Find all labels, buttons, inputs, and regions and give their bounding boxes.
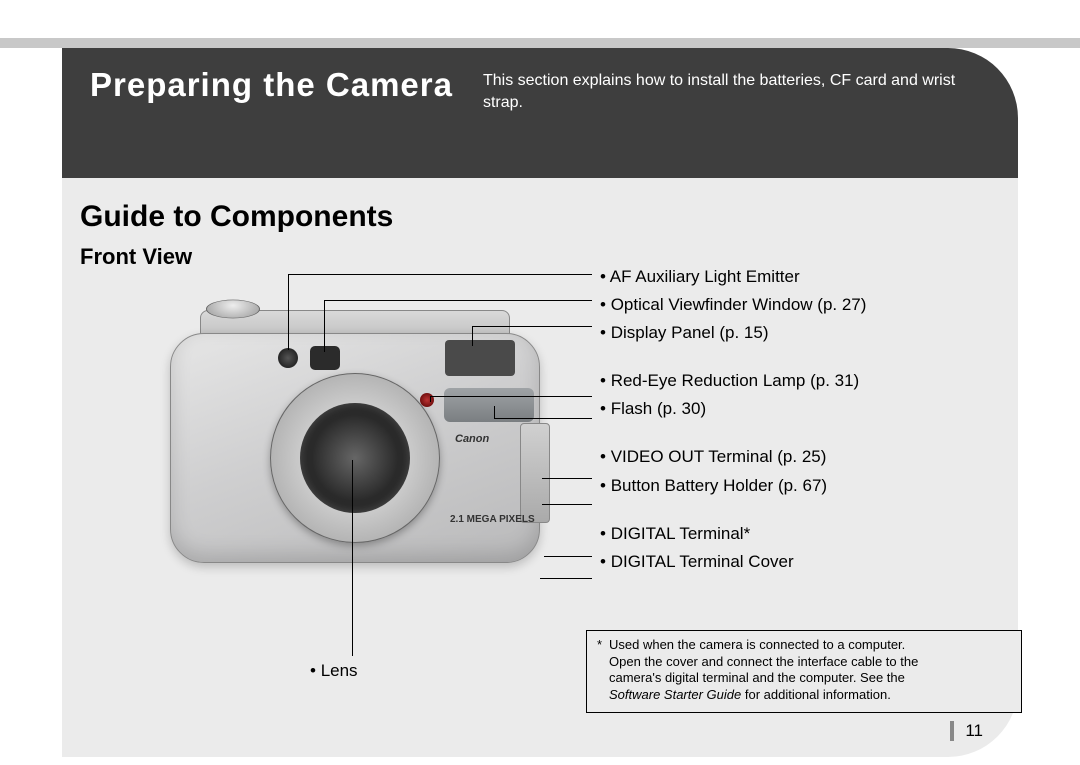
- leader-line: [544, 556, 592, 557]
- callout-display-panel: • Display Panel (p. 15): [600, 322, 866, 344]
- mode-dial: [206, 300, 260, 319]
- terminal-cover-part: [520, 423, 550, 523]
- leader-line: [540, 578, 592, 579]
- callout-button-batt: • Button Battery Holder (p. 67): [600, 475, 866, 497]
- chapter-description: This section explains how to install the…: [483, 66, 990, 113]
- footnote-line: Used when the camera is connected to a c…: [609, 637, 905, 652]
- callout-text: AF Auxiliary Light Emitter: [610, 267, 800, 286]
- leader-line: [352, 460, 353, 656]
- callout-text: Button Battery Holder (p. 67): [611, 476, 827, 495]
- callout-red-eye: • Red-Eye Reduction Lamp (p. 31): [600, 370, 866, 392]
- callout-viewfinder: • Optical Viewfinder Window (p. 27): [600, 294, 866, 316]
- display-panel-part: [445, 340, 515, 376]
- callout-digital-term: • DIGITAL Terminal*: [600, 523, 866, 545]
- section-title: Guide to Components: [62, 178, 1018, 238]
- page-divider: [950, 721, 954, 741]
- leader-line: [542, 504, 592, 505]
- viewfinder-part: [310, 346, 340, 370]
- callout-list: • AF Auxiliary Light Emitter • Optical V…: [600, 266, 866, 579]
- callout-digital-cover: • DIGITAL Terminal Cover: [600, 551, 866, 573]
- callout-text: Optical Viewfinder Window (p. 27): [611, 295, 867, 314]
- leader-line: [324, 300, 592, 301]
- top-gray-band: [0, 38, 1080, 48]
- footnote-line: Open the cover and connect the interface…: [609, 654, 918, 669]
- leader-line: [288, 274, 289, 350]
- callout-text: DIGITAL Terminal*: [611, 524, 751, 543]
- callout-text: DIGITAL Terminal Cover: [611, 552, 794, 571]
- leader-line: [494, 406, 495, 418]
- content-block: Guide to Components Front View Canon 2.1…: [62, 178, 1018, 757]
- leader-line: [288, 274, 592, 275]
- leader-line: [472, 326, 592, 327]
- footnote-emphasis: Software Starter Guide: [609, 687, 741, 702]
- sub-title: Front View: [62, 238, 1018, 270]
- leader-line: [472, 326, 473, 346]
- mp-badge: 2.1 MEGA PIXELS: [450, 514, 535, 525]
- footnote-box: *Used when the camera is connected to a …: [586, 630, 1022, 713]
- callout-text: Display Panel (p. 15): [611, 323, 769, 342]
- chapter-title: Preparing the Camera: [90, 66, 453, 104]
- callout-af-aux: • AF Auxiliary Light Emitter: [600, 266, 866, 288]
- leader-line: [430, 396, 431, 402]
- callout-text: Flash (p. 30): [611, 399, 706, 418]
- leader-line: [430, 396, 592, 397]
- callout-text: Lens: [321, 661, 358, 680]
- callout-lens: • Lens: [310, 661, 358, 681]
- header-block: Preparing the Camera This section explai…: [62, 48, 1018, 178]
- callout-video-out: • VIDEO OUT Terminal (p. 25): [600, 446, 866, 468]
- flash-part: [444, 388, 534, 422]
- brand-logo: Canon: [455, 433, 489, 445]
- leader-line: [324, 300, 325, 352]
- leader-line: [494, 418, 592, 419]
- af-light-part: [278, 348, 298, 368]
- footnote-line: for additional information.: [741, 687, 891, 702]
- callout-text: Red-Eye Reduction Lamp (p. 31): [611, 371, 860, 390]
- page-number: 11: [965, 721, 983, 741]
- leader-line: [542, 478, 592, 479]
- callout-flash: • Flash (p. 30): [600, 398, 866, 420]
- footnote-line: camera's digital terminal and the comput…: [609, 670, 905, 685]
- lens-glass: [300, 403, 410, 513]
- callout-text: VIDEO OUT Terminal (p. 25): [611, 447, 827, 466]
- footnote-marker: *: [597, 637, 609, 654]
